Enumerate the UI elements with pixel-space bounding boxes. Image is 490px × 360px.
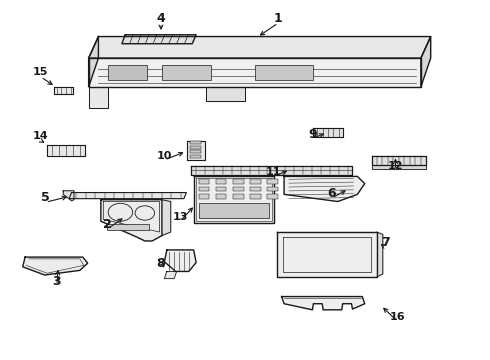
Polygon shape [372,156,426,165]
Text: 4: 4 [157,12,165,25]
Bar [198,179,209,184]
Text: 14: 14 [33,131,49,141]
Polygon shape [162,200,171,235]
Polygon shape [89,87,108,108]
Bar [267,194,278,199]
Bar [233,187,244,192]
Bar [216,179,226,184]
Polygon shape [372,165,426,168]
Polygon shape [101,200,162,241]
Text: 16: 16 [390,312,405,322]
Bar [267,187,278,192]
Polygon shape [164,271,176,279]
Text: 8: 8 [157,257,165,270]
Bar [267,179,278,184]
Text: 11: 11 [266,167,281,177]
Polygon shape [194,176,274,223]
Polygon shape [89,58,421,87]
Bar [190,155,201,158]
Polygon shape [206,87,245,101]
Polygon shape [89,37,98,87]
Polygon shape [23,257,88,275]
Polygon shape [54,87,73,94]
Polygon shape [191,166,352,175]
Text: 15: 15 [33,67,49,77]
Bar [250,179,261,184]
Bar [216,194,226,199]
Bar [190,141,201,144]
Polygon shape [89,37,431,58]
Bar [198,187,209,192]
Polygon shape [122,35,196,44]
Text: 5: 5 [41,192,50,204]
Bar [107,224,149,230]
Polygon shape [69,193,186,199]
Text: 7: 7 [381,236,390,249]
Text: 2: 2 [103,218,112,231]
Text: 3: 3 [52,275,61,288]
Bar [108,65,147,80]
Bar [250,194,261,199]
Polygon shape [282,297,365,310]
Polygon shape [63,191,74,201]
Polygon shape [377,232,383,277]
Polygon shape [277,232,377,277]
Text: 9: 9 [308,127,317,141]
Bar [198,194,209,199]
Text: 13: 13 [173,212,188,221]
Polygon shape [164,250,196,271]
Polygon shape [284,176,365,202]
Polygon shape [314,128,343,137]
Bar [216,187,226,192]
Text: 12: 12 [388,161,403,171]
Bar [198,203,270,218]
Polygon shape [187,141,205,160]
Bar [250,187,261,192]
Bar [190,150,201,153]
Text: 6: 6 [328,187,336,200]
Bar [190,146,201,149]
Bar [233,194,244,199]
Bar [255,65,314,80]
Bar [162,65,211,80]
Bar [233,179,244,184]
Text: 10: 10 [157,150,172,161]
Polygon shape [421,37,431,87]
Polygon shape [47,145,85,156]
Text: 1: 1 [274,12,283,25]
